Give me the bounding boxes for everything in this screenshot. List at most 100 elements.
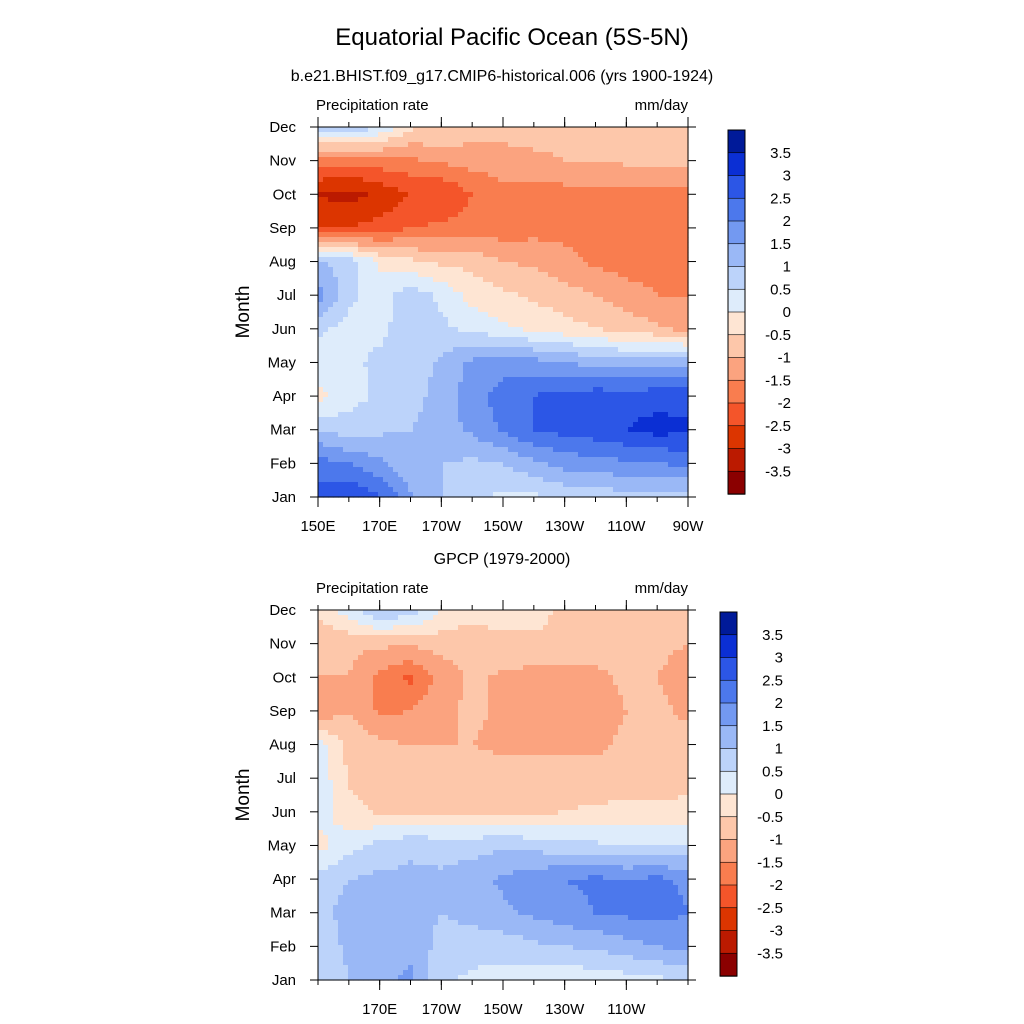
heatmap-cell <box>508 457 514 463</box>
heatmap-cell <box>418 327 424 333</box>
heatmap-cell <box>598 192 604 198</box>
heatmap-cell <box>663 437 669 443</box>
heatmap-cell <box>478 132 484 138</box>
heatmap-cell <box>583 247 589 253</box>
heatmap-cell <box>593 397 599 403</box>
heatmap-cell <box>593 342 599 348</box>
heatmap-cell <box>378 257 384 263</box>
heatmap-cell <box>658 292 664 298</box>
heatmap-cell <box>623 267 629 273</box>
heatmap-cell <box>608 442 614 448</box>
heatmap-cell <box>448 267 454 273</box>
heatmap-cell <box>583 307 589 313</box>
heatmap-cell <box>483 142 489 148</box>
heatmap-cell <box>453 162 459 168</box>
heatmap-cell <box>473 207 479 213</box>
heatmap-cell <box>498 402 504 408</box>
heatmap-cell <box>373 352 379 358</box>
heatmap-cell <box>443 282 449 288</box>
heatmap-cell <box>543 257 549 263</box>
heatmap-cell <box>388 342 394 348</box>
heatmap-cell <box>588 337 594 343</box>
heatmap-cell <box>423 262 429 268</box>
heatmap-cell <box>608 422 614 428</box>
heatmap-cell <box>683 312 689 318</box>
heatmap-cell <box>618 402 624 408</box>
heatmap-cell <box>453 127 459 133</box>
heatmap-cell <box>633 417 639 423</box>
heatmap-cell <box>633 247 639 253</box>
heatmap-cell <box>608 362 614 368</box>
heatmap-cell <box>343 267 349 273</box>
heatmap-cell <box>333 357 339 363</box>
heatmap-cell <box>593 427 599 433</box>
heatmap-cell <box>648 292 654 298</box>
heatmap-cell <box>358 182 364 188</box>
heatmap-cell <box>373 332 379 338</box>
heatmap-cell <box>418 452 424 458</box>
heatmap-cell <box>573 362 579 368</box>
heatmap-cell <box>478 327 484 333</box>
heatmap-cell <box>633 142 639 148</box>
heatmap-cell <box>338 147 344 153</box>
heatmap-cell <box>428 287 434 293</box>
heatmap-cell <box>653 127 659 133</box>
heatmap-cell <box>423 367 429 373</box>
heatmap-cell <box>488 307 494 313</box>
heatmap-cell <box>588 147 594 153</box>
heatmap-cell <box>348 227 354 233</box>
heatmap-cell <box>453 277 459 283</box>
heatmap-cell <box>608 287 614 293</box>
heatmap-cell <box>673 372 679 378</box>
heatmap-cell <box>498 252 504 258</box>
heatmap-cell <box>368 267 374 273</box>
heatmap-cell <box>418 222 424 228</box>
heatmap-cell <box>388 182 394 188</box>
heatmap-cell <box>423 172 429 178</box>
heatmap-cell <box>683 332 689 338</box>
heatmap-cell <box>678 172 684 178</box>
heatmap-cell <box>358 417 364 423</box>
heatmap-cell <box>513 352 519 358</box>
heatmap-cell <box>333 312 339 318</box>
heatmap-cell <box>333 372 339 378</box>
heatmap-cell <box>393 322 399 328</box>
heatmap-cell <box>388 422 394 428</box>
heatmap-cell <box>423 332 429 338</box>
heatmap-cell <box>433 412 439 418</box>
heatmap-cell <box>683 257 689 263</box>
heatmap-cell <box>533 152 539 158</box>
heatmap-cell <box>528 357 534 363</box>
heatmap-cell <box>428 237 434 243</box>
heatmap-cell <box>598 292 604 298</box>
heatmap-cell <box>658 167 664 173</box>
heatmap-cell <box>373 417 379 423</box>
heatmap-cell <box>548 272 554 278</box>
heatmap-cell <box>563 262 569 268</box>
heatmap-cell <box>538 332 544 338</box>
heatmap-cell <box>498 177 504 183</box>
heatmap-cell <box>618 207 624 213</box>
heatmap-cell <box>328 257 334 263</box>
heatmap-cell <box>668 127 674 133</box>
heatmap-cell <box>503 202 509 208</box>
heatmap-cell <box>568 297 574 303</box>
heatmap-cell <box>473 307 479 313</box>
heatmap-cell <box>368 157 374 163</box>
heatmap-cell <box>623 142 629 148</box>
heatmap-cell <box>538 402 544 408</box>
heatmap-cell <box>663 447 669 453</box>
heatmap-cell <box>468 152 474 158</box>
heatmap-cell <box>568 402 574 408</box>
heatmap-cell <box>408 372 414 378</box>
heatmap-cell <box>328 192 334 198</box>
heatmap-cell <box>628 152 634 158</box>
heatmap-cell <box>488 147 494 153</box>
heatmap-cell <box>518 162 524 168</box>
heatmap-cell <box>533 317 539 323</box>
heatmap-cell <box>443 357 449 363</box>
heatmap-cell <box>503 427 509 433</box>
heatmap-cell <box>353 157 359 163</box>
heatmap-cell <box>528 412 534 418</box>
heatmap-cell <box>583 347 589 353</box>
